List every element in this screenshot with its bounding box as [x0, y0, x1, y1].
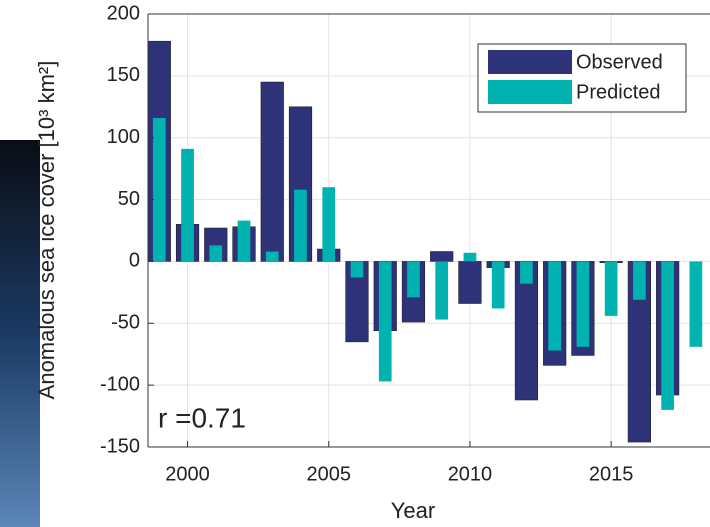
y-tick-label: 0 [129, 250, 140, 272]
y-tick-label: -100 [100, 373, 140, 395]
bar [261, 82, 284, 261]
bar [322, 187, 335, 261]
x-tick-label: 2005 [306, 463, 351, 485]
y-tick-label: -150 [100, 435, 140, 457]
bar [633, 261, 646, 299]
y-tick-label: 200 [107, 2, 140, 24]
bar [661, 261, 674, 409]
x-tick-label: 2000 [165, 463, 210, 485]
y-tick-label: 100 [107, 126, 140, 148]
bar [520, 261, 533, 283]
bar [690, 261, 703, 346]
legend: Observed Predicted [478, 44, 686, 112]
y-tick-label: 50 [118, 188, 140, 210]
x-tick-label: 2015 [589, 463, 634, 485]
bar [430, 252, 453, 262]
bar [492, 261, 505, 308]
legend-swatch [488, 80, 572, 104]
bar [351, 261, 364, 277]
bar [435, 261, 448, 319]
bar [209, 245, 222, 261]
bar [577, 261, 590, 346]
legend-swatch [488, 50, 572, 74]
x-tick-label: 2010 [448, 463, 493, 485]
bar [294, 190, 307, 262]
bar [379, 261, 392, 381]
y-tick-label: -50 [111, 312, 140, 334]
bar [464, 253, 477, 262]
bar [238, 221, 251, 262]
bar [181, 149, 194, 262]
chart: -150-100-500501001502002000200520102015 … [0, 0, 710, 527]
legend-label: Observed [576, 51, 663, 73]
annotation: r =0.71 [158, 402, 246, 433]
x-axis-title: Year [391, 498, 435, 523]
bar [266, 252, 279, 262]
y-tick-label: 150 [107, 64, 140, 86]
bar [548, 261, 561, 350]
bar [605, 261, 618, 315]
bar [459, 261, 482, 303]
bar [407, 261, 420, 297]
bar [153, 118, 166, 262]
y-axis-title: Anomalous sea ice cover [10³ km²] [34, 61, 59, 400]
legend-label: Predicted [576, 81, 661, 103]
